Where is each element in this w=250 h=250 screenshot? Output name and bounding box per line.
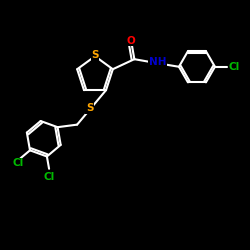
Text: S: S bbox=[91, 50, 99, 60]
Text: Cl: Cl bbox=[44, 172, 55, 182]
Text: O: O bbox=[127, 36, 136, 46]
Text: NH: NH bbox=[149, 57, 166, 67]
Text: S: S bbox=[86, 103, 93, 113]
Text: Cl: Cl bbox=[13, 158, 24, 168]
Text: Cl: Cl bbox=[229, 62, 240, 72]
